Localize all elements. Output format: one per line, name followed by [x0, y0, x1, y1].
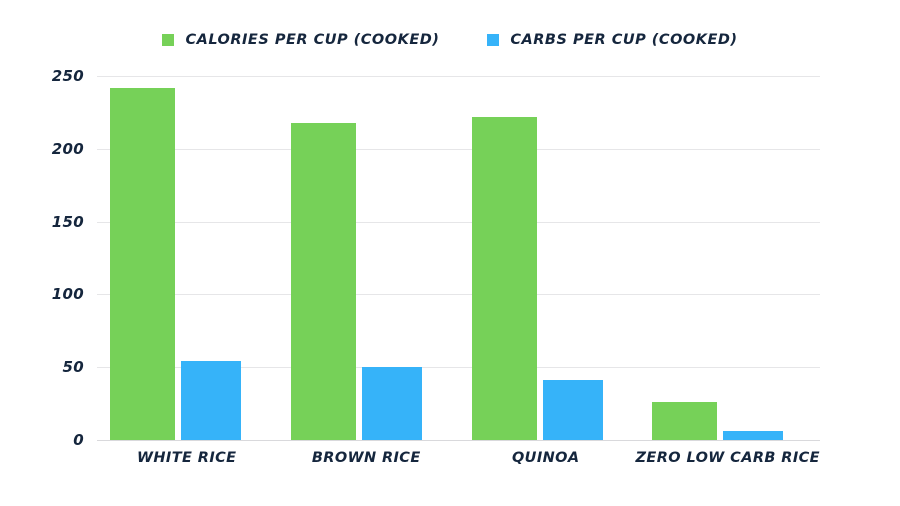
x-axis: WHITE RICE BROWN RICE QUINOA ZERO LOW CARB … [97, 450, 820, 466]
legend-label-carbs: CARBS PER CUP (COOKED) [510, 32, 738, 48]
chart-legend: CALORIES PER CUP (COOKED) CARBS PER CUP … [0, 32, 900, 48]
x-axis-category-label: WHITE RICE [137, 450, 237, 466]
bar-carbs[interactable] [361, 367, 422, 440]
bar-group [278, 76, 459, 440]
legend-swatch-green-icon [162, 34, 175, 46]
bars-container [97, 76, 820, 440]
bar-group [459, 76, 640, 440]
bar-group [97, 76, 278, 440]
y-axis-tick-label: 100 [51, 285, 84, 304]
legend-item-calories[interactable]: CALORIES PER CUP (COOKED) [162, 32, 439, 48]
grid-line [97, 367, 820, 369]
grid-lines [97, 76, 820, 441]
grid-line [97, 76, 820, 77]
y-axis: 0 50 100 150 200 250 [34, 67, 84, 449]
bar-carbs[interactable] [181, 361, 241, 440]
legend-item-carbs[interactable]: CARBS PER CUP (COOKED) [487, 32, 737, 48]
grid-line [97, 221, 820, 223]
grid-line [97, 294, 820, 296]
x-axis-category-label: BROWN RICE [311, 450, 421, 466]
bar-group [639, 76, 820, 440]
bar-calories[interactable] [110, 87, 175, 440]
y-axis-tick-label: 50 [62, 358, 84, 377]
y-axis-tick-label: 150 [51, 212, 84, 231]
y-axis-tick-label: 250 [51, 67, 84, 85]
legend-label-calories: CALORIES PER CUP (COOKED) [185, 32, 440, 48]
x-axis-category-label: ZERO LOW CARB RICE [635, 450, 820, 466]
legend-swatch-blue-icon [487, 34, 500, 46]
grid-line [97, 148, 820, 150]
y-axis-tick-label: 0 [73, 431, 84, 449]
grid-line [97, 440, 820, 441]
bar-calories[interactable] [290, 122, 356, 440]
bar-calories[interactable] [471, 116, 537, 440]
bar-calories[interactable] [652, 402, 718, 440]
y-axis-tick-label: 200 [51, 139, 84, 158]
x-axis-category-label: QUINOA [511, 450, 580, 466]
bar-carbs[interactable] [542, 380, 603, 440]
bar-carbs[interactable] [723, 431, 784, 440]
